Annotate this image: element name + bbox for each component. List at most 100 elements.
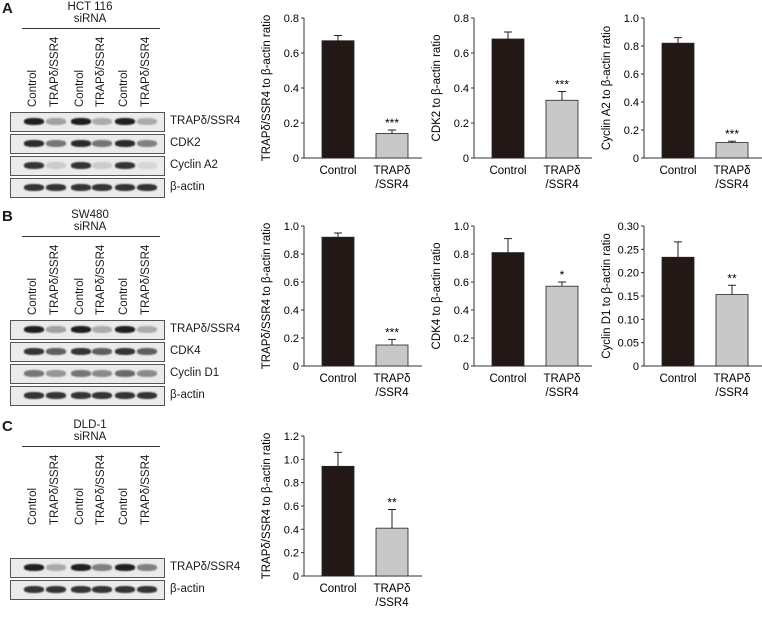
blot-band: [137, 586, 157, 593]
control-bar: [491, 38, 525, 159]
significance-label: ***: [555, 78, 569, 92]
blot-band: [24, 140, 44, 147]
x-tick-label: Control: [489, 373, 526, 385]
x-tick-label: Control: [319, 165, 356, 177]
y-tick-label: 0: [633, 361, 639, 373]
y-axis-label: TRAPδ/SSR4 to β-actin ratio: [261, 223, 273, 370]
x-tick-label: /SSR4: [545, 387, 579, 399]
x-tick-label: Control: [659, 165, 696, 177]
x-tick-label: TRAPδ: [543, 373, 580, 385]
blot-row: [10, 320, 165, 340]
title-underline: [22, 236, 160, 237]
y-tick-label: 1.0: [284, 454, 299, 466]
x-tick-label: TRAPδ: [713, 165, 750, 177]
blot-band: [71, 326, 91, 333]
blot-band: [115, 586, 135, 593]
y-tick-label: 0.4: [284, 524, 299, 536]
panel-letter: B: [2, 208, 13, 225]
blot-band: [24, 392, 44, 399]
bar-chart: CDK2 to β-actin ratio 0 0.2 0.4 0.6 0.8 *** Con…: [431, 13, 592, 191]
y-tick-label: 0.8: [284, 478, 299, 490]
x-tick-label: /SSR4: [545, 179, 579, 191]
lane-label: Control: [27, 277, 39, 315]
panel-letter: A: [2, 0, 13, 17]
y-tick-label: 1.0: [284, 221, 299, 233]
blot-row: [10, 364, 165, 384]
panel-letter: C: [2, 418, 13, 435]
y-tick-label: 0: [463, 153, 469, 165]
knockdown-bar: [545, 99, 579, 159]
bar-chart: TRAPδ/SSR4 to β-actin ratio 0 0.2 0.4 0.6 0.8…: [261, 13, 422, 191]
significance-label: *: [560, 268, 565, 282]
control-bar: [661, 42, 695, 159]
control-bar: [491, 252, 525, 367]
lane-label: TRAPδ/SSR4: [95, 36, 107, 107]
cell-line-title: HCT 116: [67, 1, 113, 13]
blot-band: [46, 118, 66, 125]
blot-band: [24, 370, 44, 377]
lane-label: Control: [118, 69, 130, 107]
x-tick-label: TRAPδ: [373, 373, 410, 385]
y-tick-label: 0.6: [284, 501, 299, 513]
blot-label: β-actin: [170, 181, 205, 193]
y-tick-label: 0.15: [618, 291, 639, 303]
blot-band: [92, 140, 112, 147]
lane-label: TRAPδ/SSR4: [140, 244, 152, 315]
blot-band: [92, 370, 112, 377]
blot-band: [71, 564, 91, 571]
blot-band: [46, 392, 66, 399]
lane-label: TRAPδ/SSR4: [140, 36, 152, 107]
blot-band: [24, 326, 44, 333]
y-axis-label: Cyclin A2 to β-actin ratio: [601, 26, 613, 150]
x-tick-label: Control: [659, 373, 696, 385]
y-tick-label: 0.2: [284, 548, 299, 560]
blot-band: [46, 162, 66, 169]
knockdown-bar: [715, 294, 749, 367]
y-tick-label: 0.6: [284, 277, 299, 289]
y-tick-label: 0: [293, 361, 299, 373]
blot-band: [137, 184, 157, 191]
lane-label: Control: [74, 69, 86, 107]
y-tick-label: 0.4: [454, 83, 469, 95]
control-bar: [321, 40, 355, 159]
y-tick-label: 0.25: [618, 244, 639, 256]
x-tick-label: TRAPδ: [373, 165, 410, 177]
knockdown-bar: [375, 133, 409, 159]
y-axis-label: CDK4 to β-actin ratio: [431, 243, 443, 350]
blot-band: [92, 118, 112, 125]
y-tick-label: 0.6: [454, 277, 469, 289]
blot-band: [92, 392, 112, 399]
y-tick-label: 0.05: [618, 338, 639, 350]
x-tick-label: TRAPδ: [373, 583, 410, 595]
x-tick-label: Control: [319, 583, 356, 595]
blot-band: [24, 184, 44, 191]
blot-band: [137, 392, 157, 399]
blot-row: [10, 580, 165, 600]
significance-label: **: [727, 271, 737, 285]
significance-label: ***: [385, 325, 399, 339]
bar-chart: Cyclin D1 to β-actin ratio 0 0.05 0.10 0.15 0…: [601, 221, 762, 399]
lane-label: Control: [27, 69, 39, 107]
treatment-title: siRNA: [73, 431, 107, 443]
blot-band: [115, 392, 135, 399]
blot-band: [115, 348, 135, 355]
control-bar: [321, 465, 355, 577]
y-tick-label: 0.4: [454, 305, 469, 317]
y-axis-label: TRAPδ/SSR4 to β-actin ratio: [261, 15, 273, 162]
title-underline: [22, 28, 160, 29]
x-tick-label: /SSR4: [375, 179, 409, 191]
y-tick-label: 0.2: [284, 333, 299, 345]
x-tick-label: TRAPδ: [713, 373, 750, 385]
blot-band: [137, 118, 157, 125]
blot-band: [115, 564, 135, 571]
x-tick-label: /SSR4: [715, 179, 749, 191]
control-bar: [661, 256, 695, 367]
blot-band: [24, 162, 44, 169]
y-tick-label: 0.6: [284, 48, 299, 60]
blot-band: [24, 564, 44, 571]
blot-band: [92, 348, 112, 355]
x-tick-label: Control: [489, 165, 526, 177]
blot-label: β-actin: [170, 389, 205, 401]
lane-label: Control: [118, 487, 130, 525]
y-tick-label: 0.30: [618, 221, 639, 233]
